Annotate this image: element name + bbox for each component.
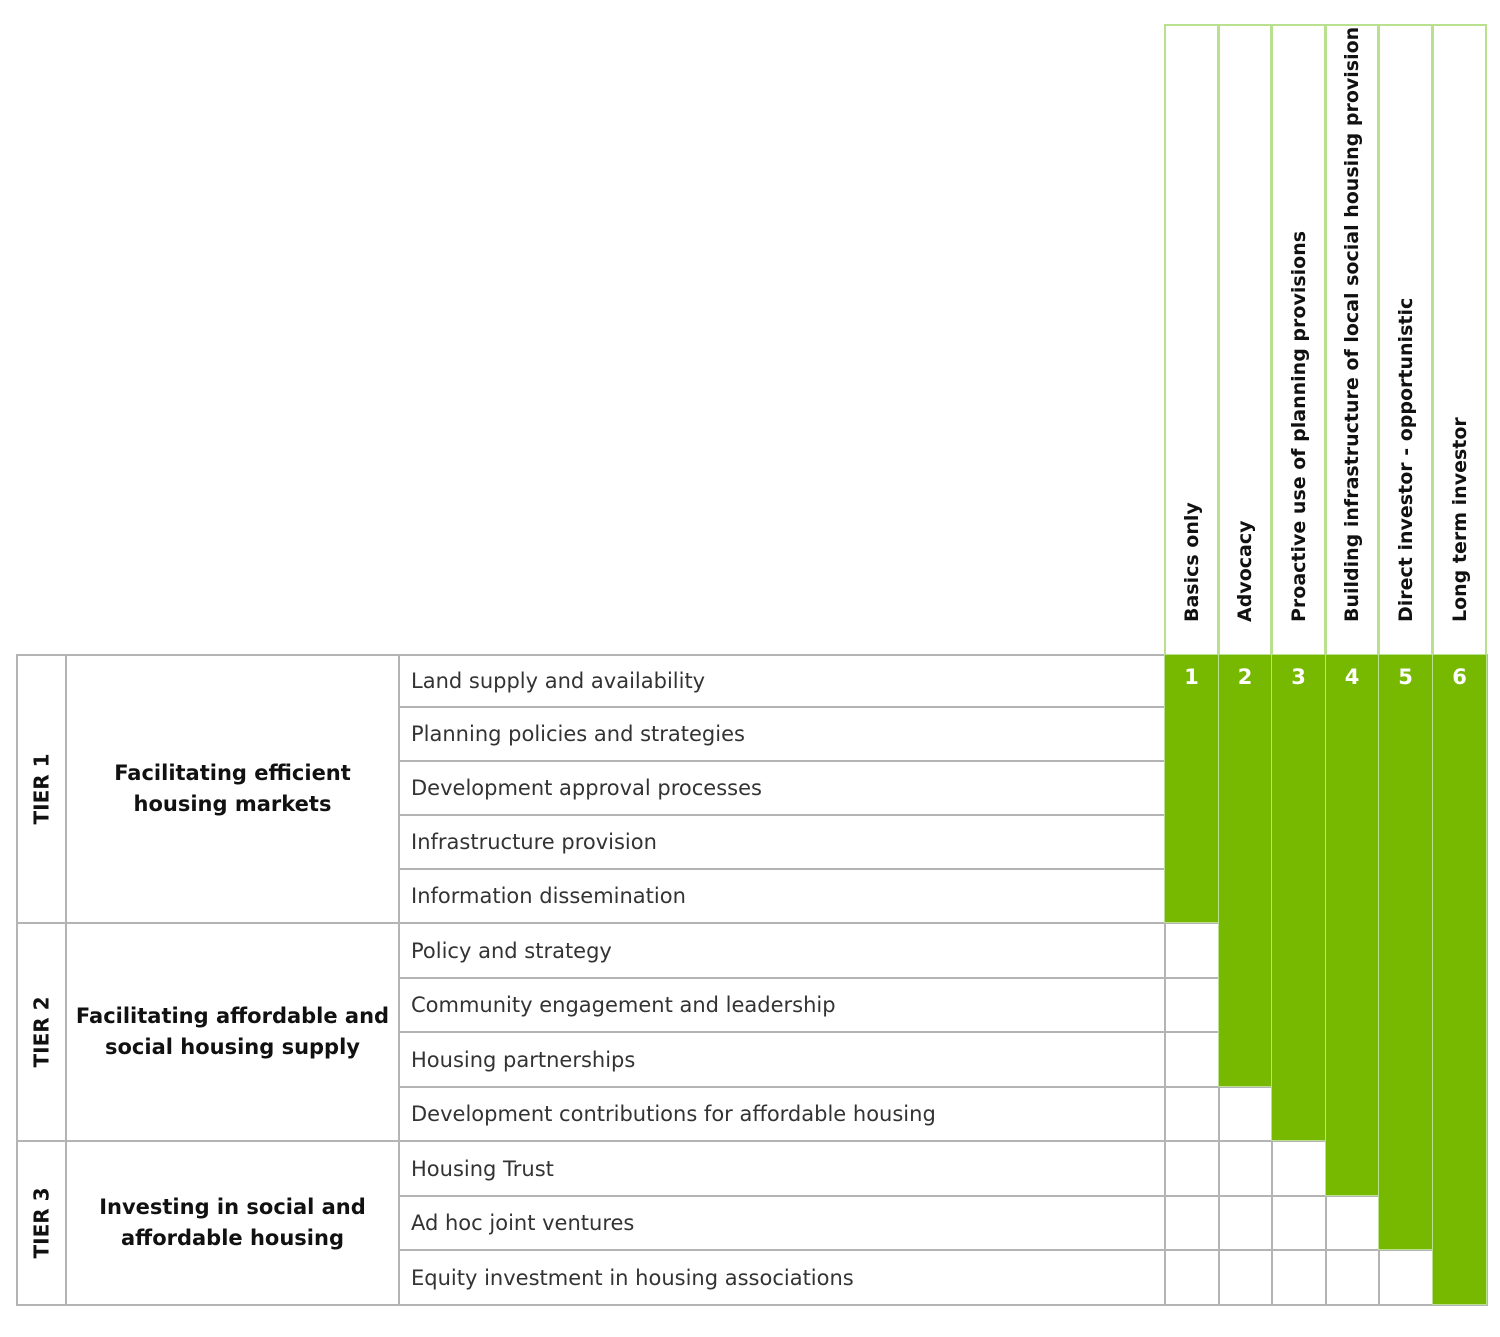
matrix-cell [1271, 1195, 1327, 1251]
level-number: 6 [1452, 665, 1467, 689]
row-item: Housing Trust [398, 1140, 1166, 1197]
tier-label-cell: TIER 2 [16, 922, 67, 1142]
level-number: 3 [1291, 665, 1306, 689]
matrix-cell [1325, 1195, 1380, 1251]
tier-label: TIER 2 [29, 996, 54, 1068]
matrix-cell [1218, 1086, 1273, 1142]
matrix-cell [1271, 1249, 1327, 1306]
column-header: Long term investor [1432, 24, 1487, 656]
column-header-label: Direct investor - opportunistic [1394, 297, 1417, 622]
column-header: Building infrastructure of local social … [1325, 24, 1379, 656]
level-fill-bar: 1 [1164, 654, 1219, 923]
row-item: Information dissemination [398, 868, 1166, 924]
matrix-cell [1378, 1249, 1434, 1306]
level-number: 2 [1237, 665, 1253, 689]
matrix-cell [1164, 1031, 1220, 1088]
row-item: Community engagement and leadership [398, 977, 1166, 1033]
matrix-cell [1325, 1249, 1380, 1306]
row-item: Land supply and availability [398, 654, 1166, 708]
tier-label-cell: TIER 1 [16, 654, 67, 924]
row-item: Infrastructure provision [398, 814, 1166, 870]
level-fill-bar: 4 [1325, 654, 1379, 1196]
column-header: Direct investor - opportunistic [1378, 24, 1433, 656]
matrix-cell [1164, 977, 1220, 1033]
tier-label-cell: TIER 3 [16, 1140, 67, 1306]
column-header: Advocacy [1218, 24, 1272, 656]
matrix-cell [1164, 1249, 1220, 1306]
level-fill-bar: 3 [1271, 654, 1326, 1141]
matrix-cell [1271, 1140, 1327, 1197]
tier-category: Investing in social and affordable housi… [65, 1140, 400, 1306]
matrix-cell [1164, 922, 1220, 979]
row-item: Policy and strategy [398, 922, 1166, 979]
row-item: Housing partnerships [398, 1031, 1166, 1088]
matrix-cell [1164, 1195, 1220, 1251]
column-header-label: Advocacy [1234, 520, 1256, 622]
tier-category: Facilitating efficient housing markets [65, 654, 400, 924]
matrix-cell [1164, 1140, 1220, 1197]
matrix-cell [1164, 1086, 1220, 1142]
column-header-label: Long term investor [1448, 417, 1471, 622]
level-number: 5 [1398, 665, 1413, 689]
level-fill-bar: 6 [1432, 654, 1487, 1305]
level-number: 1 [1184, 665, 1199, 689]
column-header-label: Building infrastructure of local social … [1341, 26, 1363, 622]
tier-category: Facilitating affordable and social housi… [65, 922, 400, 1142]
matrix-cell [1218, 1249, 1273, 1306]
row-item: Planning policies and strategies [398, 706, 1166, 762]
column-header-label: Proactive use of planning provisions [1287, 230, 1310, 622]
level-fill-bar: 2 [1218, 654, 1272, 1087]
matrix-cell [1218, 1195, 1273, 1251]
matrix-cell [1218, 1140, 1273, 1197]
level-number: 4 [1344, 665, 1360, 689]
row-item: Equity investment in housing association… [398, 1249, 1166, 1306]
level-fill-bar: 5 [1378, 654, 1433, 1250]
tier-label: TIER 1 [29, 753, 54, 825]
column-header-label: Basics only [1180, 502, 1203, 622]
row-item: Development contributions for affordable… [398, 1086, 1166, 1142]
column-header: Basics only [1164, 24, 1219, 656]
row-item: Ad hoc joint ventures [398, 1195, 1166, 1251]
column-header: Proactive use of planning provisions [1271, 24, 1326, 656]
row-item: Development approval processes [398, 760, 1166, 816]
tier-label: TIER 3 [29, 1187, 54, 1259]
